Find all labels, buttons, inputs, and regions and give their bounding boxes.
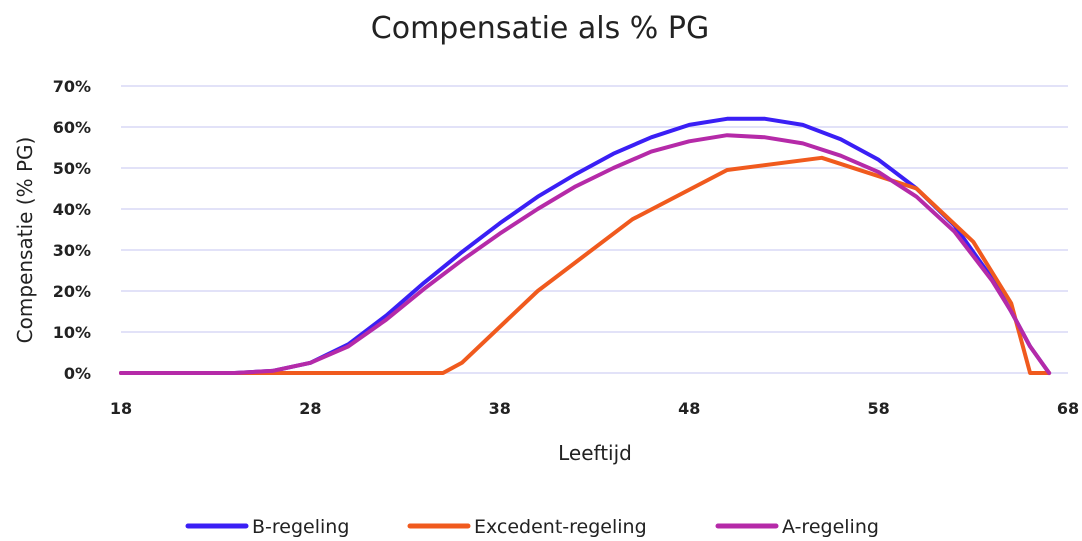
x-axis-ticks: 18 28 38 48 58 68 [110,399,1079,418]
y-tick-label-5: 50% [53,159,91,178]
y-axis-label: Compensatie (% PG) [13,137,37,344]
x-tick-label-5: 68 [1057,399,1079,418]
y-tick-label-4: 40% [53,200,91,219]
y-tick-label-6: 60% [53,118,91,137]
x-axis-label: Leeftijd [558,441,632,465]
y-tick-label-3: 30% [53,241,91,260]
y-tick-label-0: 0% [64,364,91,383]
x-tick-label-1: 28 [299,399,321,418]
y-tick-label-7: 70% [53,77,91,96]
chart-title: Compensatie als % PG [371,11,709,46]
gridlines [121,85,1068,374]
x-tick-label-0: 18 [110,399,132,418]
y-tick-label-1: 10% [53,323,91,342]
x-tick-label-4: 58 [867,399,889,418]
series-line-B-regeling [119,116,1052,375]
x-tick-label-2: 38 [489,399,511,418]
legend-label-Excedent-regeling: Excedent-regeling [474,516,647,538]
series-line-A-regeling [119,133,1052,375]
legend: B-regeling Excedent-regeling A-regeling [185,516,879,538]
y-tick-label-2: 20% [53,282,91,301]
series-lines [119,116,1052,375]
legend-label-B-regeling: B-regeling [252,516,349,538]
y-axis-ticks: 0% 10% 20% 30% 40% 50% 60% 70% [53,77,91,383]
x-tick-label-3: 48 [678,399,700,418]
legend-label-A-regeling: A-regeling [782,516,879,538]
